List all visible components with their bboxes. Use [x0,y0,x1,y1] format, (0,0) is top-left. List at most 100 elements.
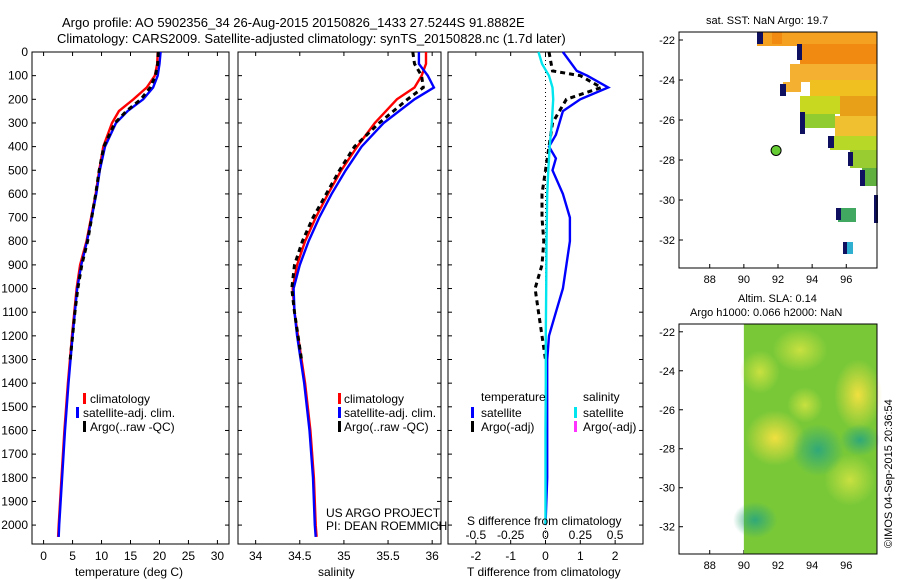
temperature-xlabel: temperature (deg C) [75,565,183,579]
series-argo-raw-qc- [290,51,425,360]
x-tick-label: 25 [182,549,196,563]
sst-edge [836,208,841,220]
sst-edge [860,170,865,186]
sla-anomaly [787,387,823,423]
legend-title-temperature: temperature [481,390,546,404]
x-tick-label: 1 [577,549,584,563]
sst-edge [797,44,802,60]
y-tick-label: 1100 [2,305,28,319]
sst-patch [835,116,877,136]
x-tick-label: 30 [211,549,225,563]
y-tick-label: 1800 [1,471,28,485]
y-tick-label: 1000 [1,282,28,296]
legend-title-salinity: salinity [583,390,620,404]
map-x-tick-label: 92 [772,560,784,572]
sst-edge [757,32,763,44]
y-tick-label: 1200 [1,329,28,343]
difference-xlabel-top: S difference from climatology [467,514,622,528]
map-x-tick-label: 92 [772,274,784,286]
y-tick-label: 0 [21,45,28,59]
y-tick-label: 300 [8,116,28,130]
sst-patch [838,208,856,222]
header-line-2: Climatology: CARS2009. Satellite-adjuste… [57,31,566,46]
y-tick-label: 800 [8,234,28,248]
sst-patch [840,96,877,116]
series-satellite-adj-clim- [292,52,436,537]
y-tick-label: 100 [8,69,28,83]
sla-map-title-1: Altim. SLA: 0.14 [738,293,817,305]
map-x-tick-label: 94 [806,560,818,572]
sst-edge [800,112,805,134]
y-tick-label: 1900 [1,494,28,508]
x-tick-label: 20 [153,549,167,563]
map-x-tick-label: 90 [738,560,750,572]
map-x-tick-label: 96 [840,560,852,572]
map-y-tick-label: -22 [659,35,675,47]
salinity-legend: climatology satellite-adj. clim. Argo(..… [338,392,436,434]
sla-anomaly [834,359,882,431]
sst-patch [862,168,877,186]
map-y-tick-label: -30 [659,195,675,207]
y-tick-label: 200 [8,92,28,106]
sla-map-title-2: Argo h1000: 0.066 h2000: NaN [690,307,842,319]
sst-patch [845,242,853,254]
legend-swatch-satellite [338,407,341,418]
x-tick-label: 35.5 [376,549,400,563]
y-tick-label: 700 [8,211,28,225]
sst-patch [757,32,877,46]
x-top-tick-label: 0.25 [569,528,593,542]
legend-label-argo: Argo(..raw -QC) [90,420,175,434]
sla-anomaly [740,350,780,394]
x-tick-label: -2 [471,549,482,563]
map-x-tick-label: 90 [738,274,750,286]
legend-swatch-satellite [76,407,79,418]
y-tick-label: 1300 [1,353,28,367]
sst-map-title: sat. SST: NaN Argo: 19.7 [706,15,828,27]
x-tick-label: 36 [425,549,439,563]
map-y-tick-label: -32 [659,522,675,534]
sst-edge [828,136,834,148]
sst-patch [850,150,877,168]
project-credit: US ARGO PROJECT [326,506,441,520]
temperature-legend: climatology satellite-adj. clim. Argo(..… [76,392,175,434]
series-temperature-argo [533,51,605,360]
sla-anomaly [772,328,828,372]
legend-label-temp-argo: Argo(-adj) [481,420,534,434]
series-argo-raw-qc- [68,51,160,360]
y-tick-label: 400 [8,140,28,154]
x-top-tick-label: -0.25 [497,528,525,542]
header-line-1: Argo profile: AO 5902356_34 26-Aug-2015 … [62,15,525,30]
x-top-tick-label: 0 [542,528,549,542]
sst-patch [800,96,840,114]
series-satellite-adj-clim- [57,51,162,537]
sst-patch [800,44,877,64]
sla-anomaly [840,424,880,456]
x-tick-label: 34.5 [288,549,312,563]
timestamp: ©IMOS 04-Sep-2015 20:36:54 [883,399,895,548]
y-tick-label: 1700 [1,447,28,461]
y-tick-label: 600 [8,187,28,201]
legend-swatch-sal-argo [574,421,577,432]
x-tick-label: 0 [40,549,47,563]
map-y-tick-label: -24 [659,75,675,87]
legend-swatch-climatology [83,393,86,404]
difference-xlabel: T difference from climatology [467,565,621,579]
map-y-tick-label: -22 [659,327,675,339]
legend-label-temp-satellite: satellite [481,406,522,420]
sla-anomaly [792,424,844,476]
pi-credit: PI: DEAN ROEMMICH [326,519,447,533]
sst-patch [805,114,835,128]
x-tick-label: 34 [249,549,263,563]
legend-label-satellite: satellite-adj. clim. [83,406,175,420]
y-tick-label: 1600 [1,423,28,437]
sst-edge [843,242,847,254]
map-y-tick-label: -26 [659,405,675,417]
sst-patch [830,136,877,150]
sst-patch [810,80,877,96]
y-tick-label: 1500 [1,400,28,414]
sst-map-frame [678,31,878,269]
map-x-tick-label: 96 [840,274,852,286]
x-tick-label: 0 [542,549,549,563]
float-position-marker [770,144,782,156]
